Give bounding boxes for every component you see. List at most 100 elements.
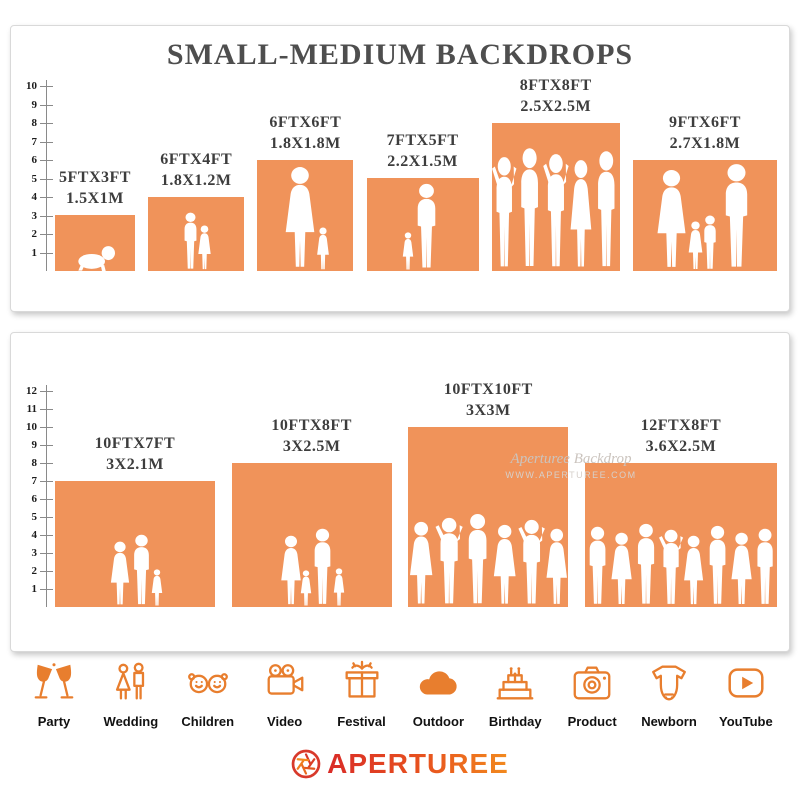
woman-silhouette <box>657 170 686 267</box>
size-meters-label: 1.8X1.2M <box>160 172 232 190</box>
ruler-number: 1 <box>31 246 38 259</box>
backdrop-size-label: 9FTX6FT 2.7X1.8M <box>669 113 741 155</box>
person-silhouette <box>133 534 149 605</box>
size-feet-label: 6FTX6FT <box>269 114 342 132</box>
size-meters-label: 1.5X1M <box>66 190 124 208</box>
category-birthday: Birthday <box>479 660 551 729</box>
woman-silhouette <box>151 569 162 606</box>
ruler-tick: 2 <box>32 228 53 240</box>
woman-silhouette <box>300 570 312 606</box>
category-label: Newborn <box>641 714 697 729</box>
category-label: Product <box>567 714 617 729</box>
category-product: Product <box>556 660 628 729</box>
ruler-bottom: 1 2 3 4 5 6 7 8 9 10 11 12 <box>19 379 53 607</box>
woman-silhouette <box>333 568 345 606</box>
ruler-number: 2 <box>31 228 38 240</box>
category-wedding: Wedding <box>95 660 167 729</box>
ruler-tick: 12 <box>26 385 53 397</box>
person-silhouette <box>638 523 655 604</box>
backdrop-bar: 7FTX5FT 2.2X1.5M <box>366 131 479 271</box>
category-label: YouTube <box>719 714 773 729</box>
backdrop-rectangle <box>408 427 569 607</box>
backdrop-bar: 5FTX3FT 1.5X1M <box>55 168 135 271</box>
backdrop-bar: 9FTX6FT 2.7X1.8M <box>632 113 777 271</box>
backdrop-bar: 6FTX4FT 1.8X1.2M <box>148 150 245 271</box>
category-icons-row: Party Wedding Children Video Festival Outdoor… <box>18 660 782 729</box>
outdoor-icon <box>415 660 461 706</box>
backdrop-rectangle <box>366 178 479 271</box>
ruler-number: 8 <box>31 117 38 129</box>
ruler-tick: 10 <box>26 421 53 433</box>
woman-silhouette <box>286 167 315 267</box>
backdrop-bar: 10FTX10FT 3X3M <box>408 380 569 607</box>
newborn-icon <box>646 660 692 706</box>
size-feet-label: 10FTX7FT <box>94 435 176 453</box>
woman-silhouette <box>546 528 567 604</box>
ruler-number: 8 <box>31 457 38 469</box>
ruler-number: 3 <box>31 547 38 559</box>
backdrop-rectangle <box>55 481 215 607</box>
person-arms-up-silhouette <box>659 529 684 604</box>
size-feet-label: 6FTX4FT <box>160 151 233 169</box>
woman-silhouette <box>198 225 211 270</box>
party-icon <box>31 660 77 706</box>
woman-silhouette <box>493 524 516 604</box>
children-icon <box>185 660 231 706</box>
ruler-tick: 8 <box>32 457 53 469</box>
category-video: Video <box>249 660 321 729</box>
woman-silhouette <box>110 541 129 605</box>
bars-row-top: 5FTX3FT 1.5X1M 6FTX4FT 1.8X1.2M 6FTX6FT 1.8X1… <box>55 75 777 271</box>
ruler-number: 1 <box>31 583 38 595</box>
person-arms-up-silhouette <box>435 517 463 604</box>
person-silhouette <box>704 215 717 269</box>
category-youtube: YouTube <box>710 660 782 729</box>
category-label: Video <box>267 714 303 729</box>
ruler-number: 6 <box>31 154 38 166</box>
ruler-tick: 3 <box>32 547 53 559</box>
page-title: SMALL-MEDIUM BACKDROPS <box>166 38 634 71</box>
category-label: Outdoor <box>412 714 464 729</box>
ruler-number: 12 <box>26 385 37 397</box>
baby-silhouette <box>78 246 115 271</box>
backdrop-bar: 8FTX8FT 2.5X2.5M <box>491 76 620 271</box>
ruler-number: 9 <box>31 98 38 111</box>
brand-name: APERTUREE <box>327 748 509 779</box>
backdrop-size-label: 7FTX5FT 2.2X1.5M <box>387 131 459 173</box>
size-feet-label: 10FTX10FT <box>443 381 533 399</box>
ruler-axis-line <box>46 385 47 607</box>
video-icon <box>262 660 308 706</box>
woman-silhouette <box>731 532 752 604</box>
person-silhouette <box>417 183 436 268</box>
category-label: Wedding <box>103 714 159 729</box>
ruler-tick: 4 <box>32 529 53 541</box>
person-silhouette <box>521 148 539 267</box>
ruler-number: 4 <box>31 191 38 203</box>
ruler-tick: 6 <box>32 154 53 166</box>
ruler-number: 2 <box>31 565 38 577</box>
ruler-number: 7 <box>31 475 38 487</box>
woman-silhouette <box>684 535 704 605</box>
backdrop-rectangle <box>55 215 135 271</box>
backdrop-size-label: 6FTX6FT 1.8X1.8M <box>269 113 341 155</box>
size-feet-label: 8FTX8FT <box>519 77 592 95</box>
ruler-number: 10 <box>26 80 37 92</box>
ruler-tick: 6 <box>32 493 53 505</box>
backdrop-size-label: 12FTX8FT 3.6X2.5M <box>641 416 721 458</box>
ruler-tick: 11 <box>27 403 53 415</box>
ruler-number: 7 <box>31 135 38 148</box>
product-icon <box>569 660 615 706</box>
ruler-tick: 5 <box>32 511 53 523</box>
ruler-tick: 9 <box>32 439 53 451</box>
aperture-icon <box>291 749 321 779</box>
size-meters-label: 3X2.5M <box>282 438 341 456</box>
backdrop-rectangle <box>584 463 777 607</box>
ruler-axis-line <box>46 80 47 271</box>
woman-silhouette <box>402 232 414 270</box>
backdrop-rectangle <box>491 123 620 271</box>
category-newborn: Newborn <box>633 660 705 729</box>
backdrop-size-label: 8FTX8FT 2.5X2.5M <box>520 76 592 118</box>
ruler-number: 9 <box>31 439 38 451</box>
person-arms-up-silhouette <box>491 157 517 267</box>
ruler-tick: 2 <box>32 565 53 577</box>
ruler-number: 5 <box>31 511 38 523</box>
